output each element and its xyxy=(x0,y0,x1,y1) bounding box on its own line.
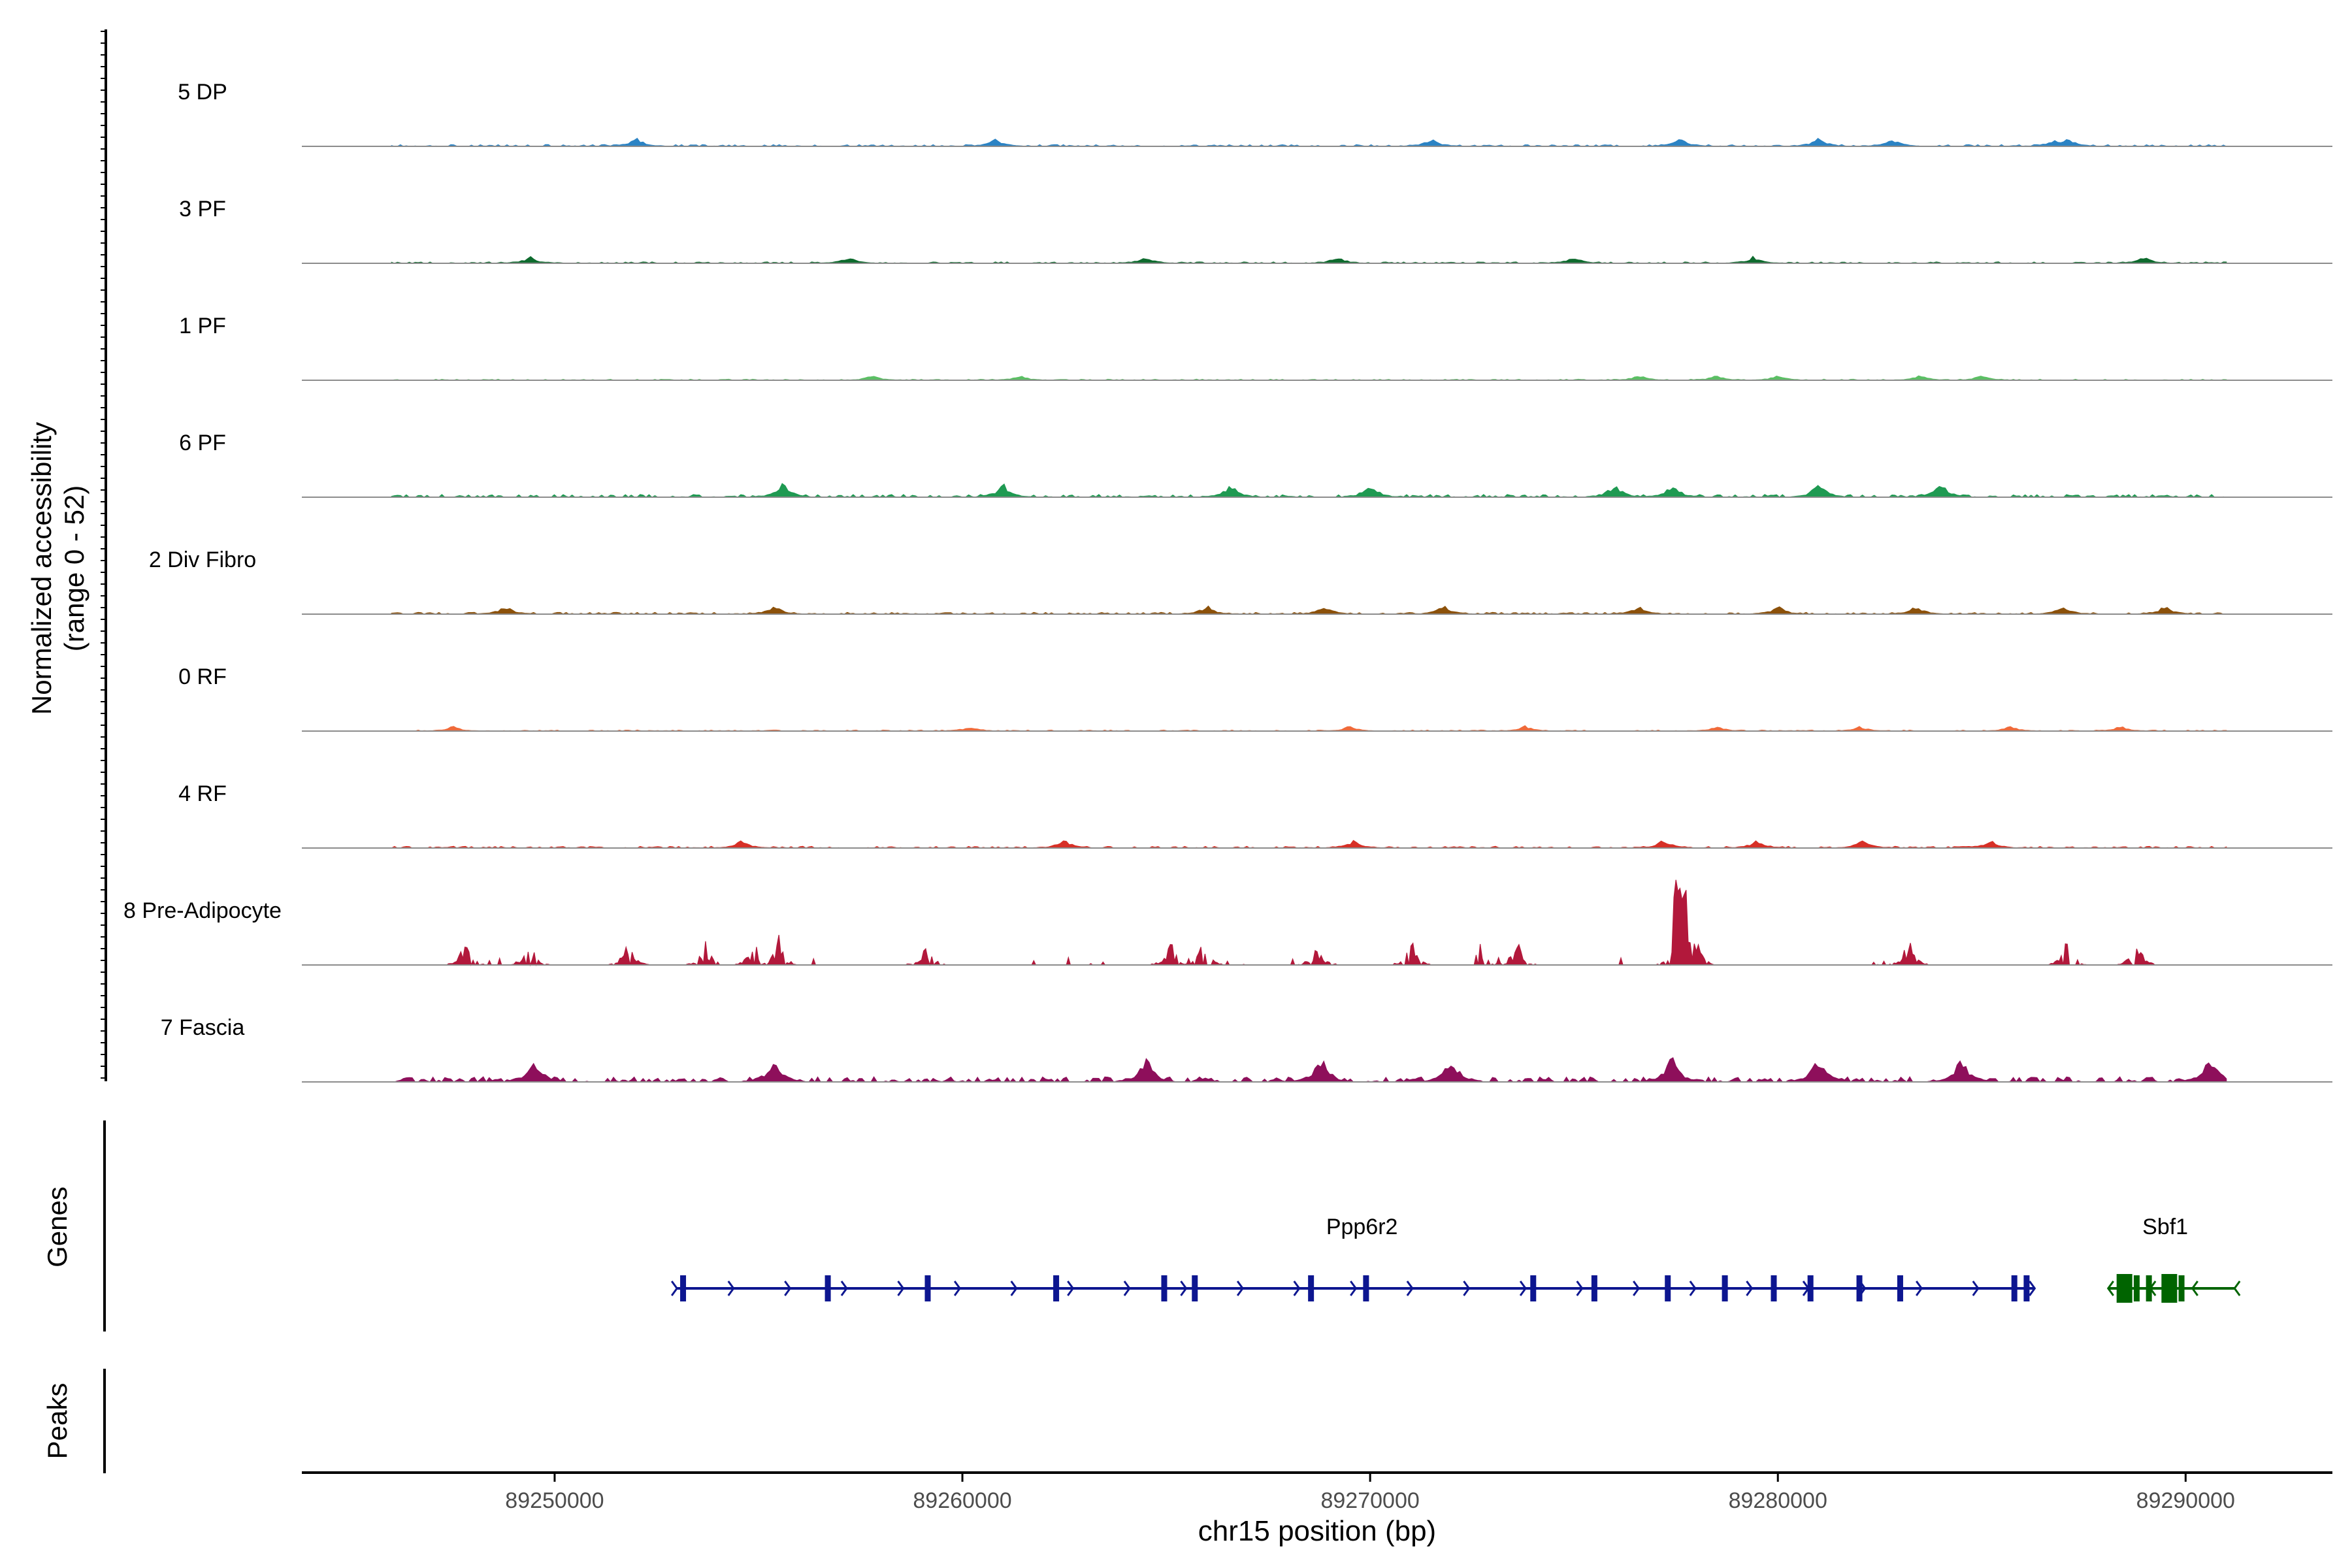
gene-sbf1: Sbf1 xyxy=(2106,1215,2241,1303)
gene-ppp6r2: Ppp6r2 xyxy=(670,1215,2036,1301)
strand-arrow xyxy=(840,1281,848,1296)
y-axis-title-line1: Normalized accessibility xyxy=(26,422,57,715)
strand-arrow xyxy=(953,1281,961,1296)
track-label: 1 PF xyxy=(179,314,226,338)
exon-block xyxy=(1530,1275,1537,1301)
strand-arrow xyxy=(1067,1281,1075,1296)
exon-block xyxy=(1591,1275,1597,1301)
y-axis-title-line2: (range 0 - 52) xyxy=(59,485,90,651)
x-tick-label: 89260000 xyxy=(913,1488,1011,1513)
exon-block xyxy=(2146,1275,2152,1301)
exon-block xyxy=(1807,1275,1814,1301)
gene-label: Ppp6r2 xyxy=(1326,1215,1398,1239)
track-4: 2 Div Fibro xyxy=(149,547,2332,615)
track-label: 7 Fascia xyxy=(161,1015,245,1040)
track-2: 1 PF xyxy=(179,314,2332,381)
track-label: 2 Div Fibro xyxy=(149,547,256,572)
x-tick-label: 89250000 xyxy=(505,1488,604,1513)
exon-block xyxy=(2178,1275,2185,1301)
peaks-panel: Peaks xyxy=(42,1369,106,1473)
strand-arrow xyxy=(1746,1281,1754,1296)
genes-panel-label: Genes xyxy=(42,1186,73,1267)
exon-block xyxy=(1053,1275,1060,1301)
exon-block xyxy=(2023,1275,2030,1301)
exon-block xyxy=(680,1275,687,1301)
exon-block xyxy=(2133,1275,2140,1301)
exon-block xyxy=(2116,1274,2132,1303)
exon-block xyxy=(1897,1275,1903,1301)
strand-arrow xyxy=(1236,1281,1244,1296)
exon-block xyxy=(825,1275,831,1301)
exon-block xyxy=(1771,1275,1777,1301)
exon-block xyxy=(1722,1275,1728,1301)
exon-block xyxy=(924,1275,931,1301)
track-coverage-area xyxy=(391,605,2227,615)
x-axis-group: 89250000 89260000 89270000 89280000 89290000… xyxy=(302,1471,2332,1547)
track-0: 5 DP xyxy=(178,80,2332,147)
track-coverage-area xyxy=(391,255,2227,264)
exon-block xyxy=(2161,1274,2178,1303)
strand-arrow xyxy=(2191,1281,2198,1296)
x-tick-label: 89290000 xyxy=(2136,1488,2235,1513)
strand-arrow xyxy=(1406,1281,1414,1296)
strand-arrow xyxy=(1519,1281,1527,1296)
strand-arrow xyxy=(2106,1281,2114,1296)
exon-block xyxy=(1161,1275,1168,1301)
exon-block xyxy=(1308,1275,1315,1301)
exon-block xyxy=(1856,1275,1863,1301)
exon-block xyxy=(1363,1275,1369,1301)
exon-block xyxy=(2011,1275,2017,1301)
track-coverage-area xyxy=(391,725,2227,732)
strand-arrow xyxy=(1350,1281,1358,1296)
strand-arrow xyxy=(2029,1281,2036,1296)
strand-arrow xyxy=(1916,1281,1923,1296)
strand-arrow xyxy=(1123,1281,1131,1296)
strand-arrow xyxy=(1180,1281,1188,1296)
strand-arrow xyxy=(1463,1281,1471,1296)
strand-arrow xyxy=(784,1281,792,1296)
genes-panel: Genes Ppp6r2 Sbf1 xyxy=(42,1120,2241,1331)
track-label: 4 RF xyxy=(178,781,227,806)
coverage-tracks: 5 DP 3 PF 1 PF 6 PF 2 Div Fibro 0 RF 4 RF 8 Pre… xyxy=(123,80,2332,1083)
gene-models: Ppp6r2 Sbf1 xyxy=(670,1215,2241,1303)
x-tick-label: 89280000 xyxy=(1729,1488,1827,1513)
track-label: 3 PF xyxy=(179,197,226,221)
track-coverage-area xyxy=(389,840,2227,849)
strand-arrow xyxy=(897,1281,905,1296)
y-axis-group: Normalized accessibility (range 0 - 52) xyxy=(26,29,107,1081)
track-coverage-area xyxy=(391,1057,2227,1083)
strand-arrow xyxy=(1972,1281,1980,1296)
strand-arrow xyxy=(1576,1281,1584,1296)
track-coverage-area xyxy=(391,137,2227,147)
track-6: 4 RF xyxy=(178,781,2332,849)
track-3: 6 PF xyxy=(179,431,2332,498)
x-tick-label: 89270000 xyxy=(1320,1488,1419,1513)
strand-arrow xyxy=(2233,1281,2241,1296)
track-label: 0 RF xyxy=(178,664,227,689)
track-label: 8 Pre-Adipocyte xyxy=(123,898,282,923)
x-axis-ticks: 89250000 89260000 89270000 89280000 89290000 xyxy=(505,1473,2235,1513)
strand-arrow xyxy=(1689,1281,1697,1296)
peaks-panel-label: Peaks xyxy=(42,1383,73,1460)
track-coverage-area xyxy=(391,375,2227,381)
track-7: 8 Pre-Adipocyte xyxy=(123,879,2332,967)
strand-arrow xyxy=(727,1281,735,1296)
gene-label: Sbf1 xyxy=(2142,1215,2188,1239)
exon-block xyxy=(1665,1275,1671,1301)
track-8: 7 Fascia xyxy=(161,1015,2332,1083)
track-1: 3 PF xyxy=(179,197,2332,264)
track-coverage-area xyxy=(391,879,2227,967)
strand-arrow xyxy=(1633,1281,1641,1296)
strand-arrow xyxy=(1010,1281,1018,1296)
exon-block xyxy=(1192,1275,1198,1301)
track-5: 0 RF xyxy=(178,664,2332,732)
strand-arrow xyxy=(1293,1281,1301,1296)
track-coverage-area xyxy=(391,483,2227,498)
x-axis-title: chr15 position (bp) xyxy=(1198,1515,1436,1547)
track-label: 6 PF xyxy=(179,431,226,455)
track-label: 5 DP xyxy=(178,80,227,105)
y-axis-ticks xyxy=(101,31,106,1079)
strand-arrow xyxy=(670,1281,679,1296)
